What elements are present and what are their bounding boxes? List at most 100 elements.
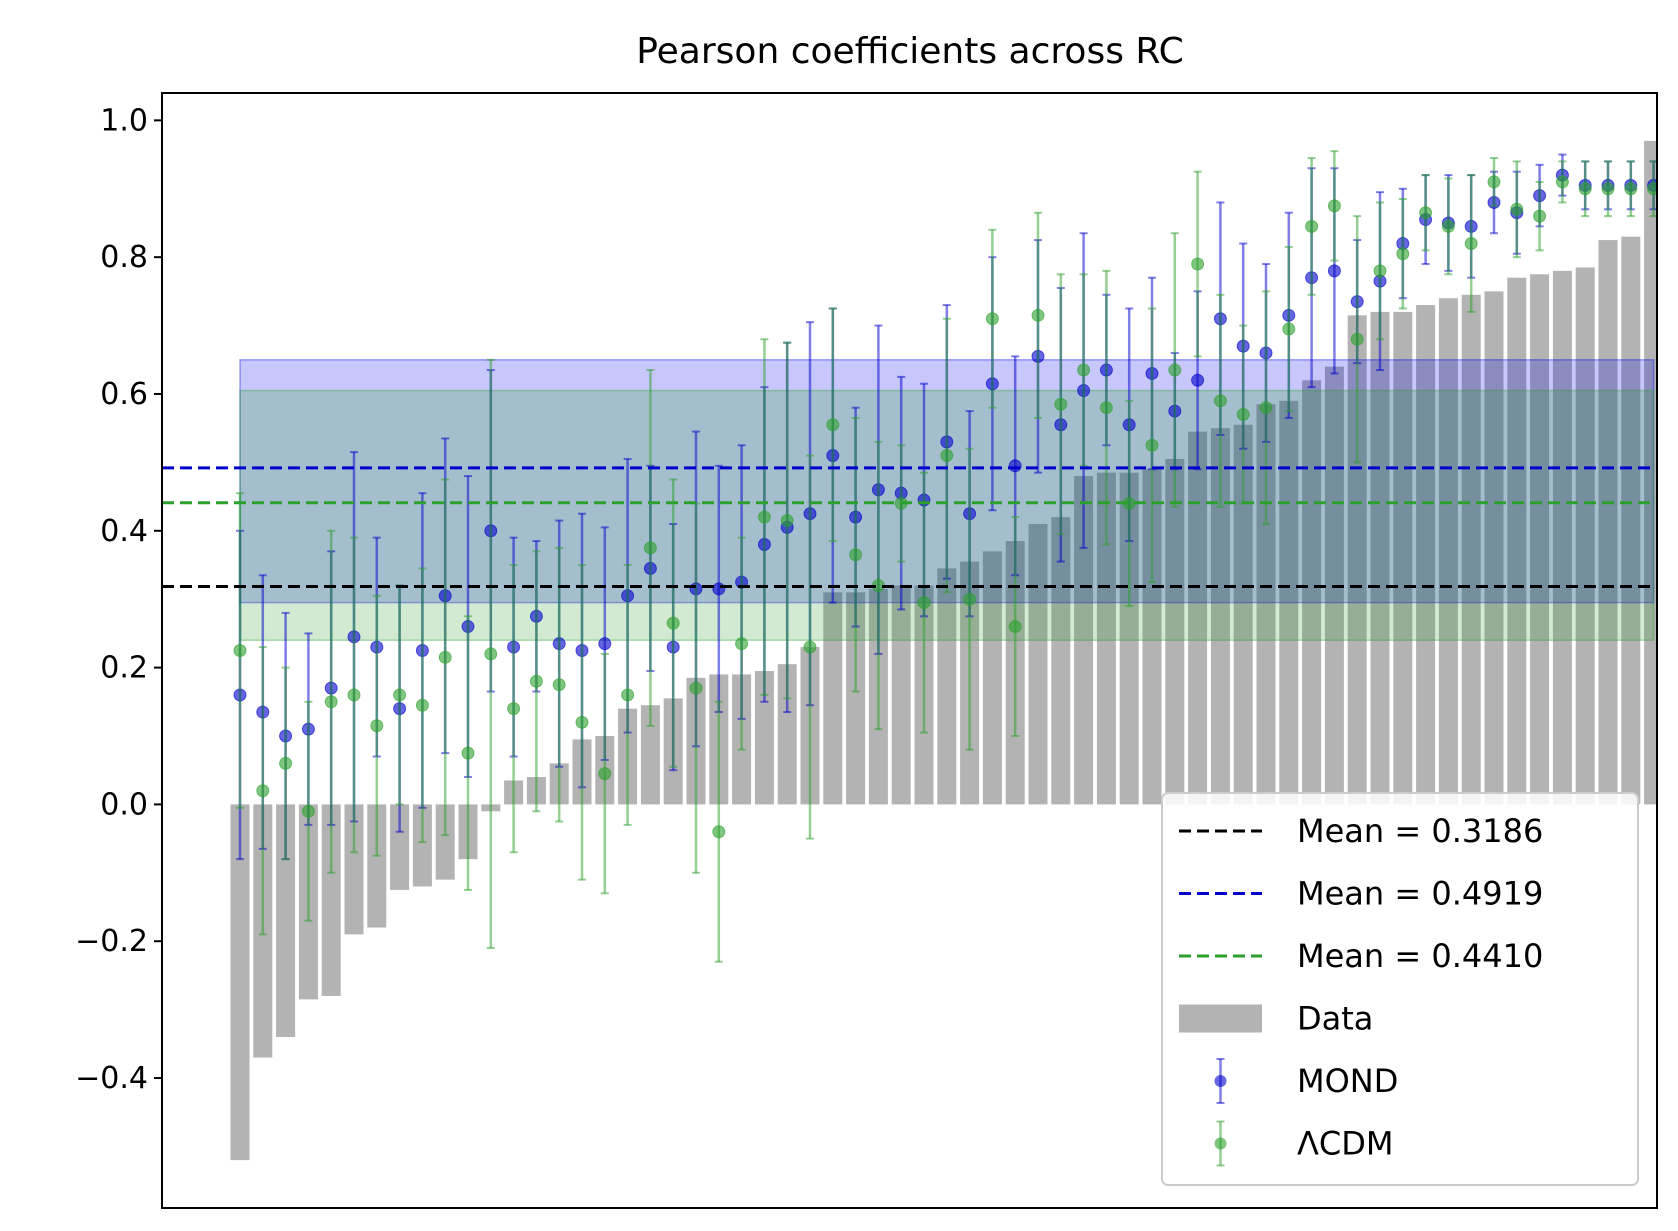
y-tick-label: 0.0: [100, 787, 148, 822]
lcdm-point: [803, 640, 817, 654]
lcdm-point: [1259, 401, 1273, 415]
lcdm-point: [1213, 394, 1227, 408]
lcdm-point: [826, 418, 840, 432]
y-tick-label: 1.0: [100, 103, 148, 138]
lcdm-point: [1305, 219, 1319, 233]
lcdm-point: [849, 548, 863, 562]
lcdm-point: [1168, 363, 1182, 377]
mond-point: [712, 582, 726, 596]
legend-label: ΛCDM: [1297, 1125, 1393, 1163]
y-tick-label: 0.2: [100, 651, 148, 686]
data-bar: [1393, 311, 1413, 805]
lcdm-point: [598, 767, 612, 781]
lcdm-point: [735, 637, 749, 651]
data-bar: [390, 804, 410, 890]
lcdm-point: [484, 647, 498, 661]
y-axis: −0.4 −0.2 0.0 0.2 0.4 0.6 0.8 1.0: [75, 103, 162, 1096]
lcdm-point: [712, 825, 726, 839]
mond-point: [1191, 373, 1205, 387]
legend-box: [1161, 792, 1639, 1186]
y-tick-label: 0.6: [100, 377, 148, 412]
lcdm-point: [233, 644, 247, 657]
legend-label: Mean = 0.4410: [1297, 937, 1543, 975]
data-bar: [1256, 404, 1276, 805]
data-bar: [1621, 236, 1641, 805]
data-bar: [1598, 240, 1618, 805]
data-bar: [1370, 311, 1390, 805]
lcdm-point: [1282, 322, 1296, 336]
data-bar: [754, 671, 774, 805]
y-tick-label: 0.4: [100, 514, 148, 549]
lcdm-point: [324, 695, 338, 709]
data-bar: [1644, 140, 1657, 805]
data-bar: [1233, 424, 1253, 805]
lcdm-point: [985, 312, 999, 326]
chart-title: Pearson coefficients across RC: [636, 31, 1184, 72]
lcdm-point: [415, 698, 429, 712]
lcdm-point: [666, 616, 680, 630]
lcdm-point: [1419, 206, 1433, 220]
lcdm-point: [438, 650, 452, 664]
data-bar: [1096, 472, 1116, 805]
lcdm-point: [575, 715, 589, 729]
plot-area: [162, 140, 1657, 1161]
legend-label: Data: [1297, 1000, 1373, 1038]
data-bar: [321, 804, 341, 996]
lcdm-point: [370, 719, 384, 733]
lcdm-point: [347, 688, 361, 702]
lcdm-point: [643, 541, 657, 555]
mond-point: [598, 637, 612, 651]
data-bar: [367, 804, 387, 928]
data-bar: [1347, 315, 1367, 805]
lcdm-point: [1191, 257, 1205, 271]
legend: Mean = 0.3186 Mean = 0.4919 Mean = 0.4410 D…: [1161, 792, 1639, 1186]
y-tick-label: 0.8: [100, 240, 148, 275]
lcdm-point: [1396, 247, 1410, 261]
lcdm-point: [1464, 236, 1478, 250]
data-bar: [1552, 270, 1572, 805]
lcdm-point: [1441, 219, 1455, 233]
data-bar: [1507, 277, 1527, 805]
data-bar: [412, 804, 432, 887]
data-bar: [276, 804, 296, 1037]
data-bar: [230, 804, 250, 1161]
lcdm-point: [507, 702, 521, 716]
data-bar: [1210, 428, 1230, 805]
data-bar: [1142, 469, 1162, 805]
data-bar: [777, 664, 797, 805]
y-tick-label: −0.4: [75, 1061, 148, 1096]
lcdm-point: [780, 514, 794, 528]
data-bar: [1575, 267, 1595, 805]
lcdm-point: [621, 688, 635, 702]
lcdm-point: [529, 674, 543, 688]
lcdm-point: [256, 784, 270, 798]
lcdm-point: [1031, 308, 1045, 322]
data-bar: [435, 804, 455, 880]
axes-frame: [161, 92, 1658, 1209]
mond-point: [1008, 459, 1022, 473]
lcdm-point: [1145, 438, 1159, 452]
lcdm-point: [301, 804, 315, 818]
data-bar: [937, 568, 957, 805]
lcdm-point: [1327, 199, 1341, 213]
lcdm-point: [1510, 202, 1524, 216]
legend-label: MOND: [1297, 1062, 1398, 1100]
lcdm-point: [1054, 397, 1068, 411]
data-bar: [1028, 523, 1048, 805]
lcdm-point: [1487, 175, 1501, 189]
data-bar: [640, 705, 660, 805]
y-tick-label: −0.2: [75, 924, 148, 959]
lcdm-point: [689, 681, 703, 695]
data-bar: [1530, 274, 1550, 805]
lcdm-point: [757, 510, 771, 524]
lcdm-point: [393, 688, 407, 702]
legend-label: Mean = 0.3186: [1297, 812, 1543, 850]
lcdm-point: [552, 678, 566, 692]
lcdm-point: [1350, 332, 1364, 346]
data-bar: [1484, 291, 1504, 805]
lcdm-point: [1647, 182, 1657, 196]
lcdm-point: [279, 756, 293, 770]
lcdm-point: [963, 592, 977, 606]
legend-point-handle: [1214, 1137, 1227, 1150]
lcdm-point: [1373, 264, 1387, 278]
